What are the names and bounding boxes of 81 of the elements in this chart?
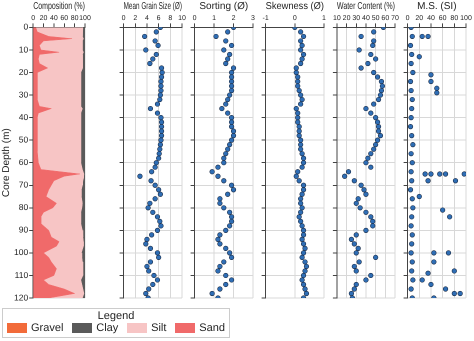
point — [410, 34, 415, 40]
legend-title: Legend — [96, 310, 136, 322]
legend-label: Silt — [151, 322, 166, 334]
point — [428, 78, 434, 84]
y-tick-label: 10 — [18, 44, 28, 54]
x-axis-title: Composition (%) — [33, 0, 86, 12]
point — [452, 178, 458, 184]
point — [408, 286, 414, 292]
point — [408, 78, 414, 84]
point — [440, 207, 446, 213]
point — [409, 268, 414, 274]
point — [431, 250, 436, 256]
point — [462, 171, 466, 177]
y-tick-label: 20 — [18, 66, 28, 77]
point — [416, 194, 422, 200]
x-axis-title: Water Content (%) — [336, 0, 396, 12]
point — [408, 42, 414, 48]
point — [408, 151, 414, 156]
y-tick-label: 0 — [23, 22, 28, 32]
point — [410, 70, 416, 76]
point — [408, 115, 414, 120]
y-tick-label: 30 — [18, 89, 28, 100]
point — [409, 178, 414, 184]
point — [408, 124, 414, 130]
point — [437, 171, 442, 177]
point — [420, 277, 425, 283]
point — [442, 286, 448, 292]
point — [408, 250, 414, 256]
point — [408, 60, 414, 66]
y-tick-label: 70 — [18, 180, 28, 190]
y-tick-label: 80 — [18, 202, 28, 212]
y-tick-label: 50 — [18, 134, 28, 144]
point — [409, 214, 414, 220]
point — [409, 241, 414, 246]
point — [428, 282, 434, 288]
point — [410, 232, 415, 238]
y-tick-label: 90 — [18, 224, 28, 235]
y-tick-label: 40 — [18, 112, 28, 122]
y-tick-label: 100 — [14, 247, 28, 258]
point — [442, 171, 448, 177]
point — [408, 223, 414, 228]
legend-label: Gravel — [31, 322, 64, 334]
y-tick-label: 110 — [14, 270, 28, 280]
legend-label: Sand — [199, 322, 225, 334]
point — [420, 34, 425, 40]
y-axis-title: Core Depth (m) — [0, 128, 12, 198]
point — [409, 106, 414, 112]
point — [428, 171, 434, 177]
point — [447, 214, 452, 220]
point — [410, 96, 415, 102]
point — [409, 133, 414, 138]
point — [458, 290, 463, 296]
point — [452, 290, 457, 296]
y-tick-label: 60 — [18, 157, 28, 168]
point — [425, 270, 431, 276]
point — [446, 250, 452, 256]
point — [408, 88, 414, 94]
point — [431, 259, 436, 265]
point — [425, 178, 431, 184]
point — [410, 160, 415, 166]
y-tick-label: 120 — [14, 292, 28, 302]
point — [416, 54, 422, 60]
point — [452, 268, 457, 274]
point — [434, 90, 440, 96]
x-axis-title: Mean Grain Size (Ø) — [124, 0, 182, 12]
point — [425, 34, 431, 40]
point — [410, 259, 415, 265]
x-axis-title: Sorting (Ø) — [199, 0, 248, 12]
point — [422, 171, 428, 177]
point — [408, 169, 414, 174]
point — [410, 142, 416, 148]
x-axis-title: Skewness (Ø) — [266, 0, 324, 12]
x-axis-title: M.S. (SI) — [417, 0, 457, 12]
point — [428, 72, 434, 78]
point — [410, 205, 416, 210]
point — [410, 196, 415, 202]
point — [409, 52, 414, 58]
point — [434, 86, 440, 91]
point — [410, 277, 416, 283]
legend-label: Clay — [96, 322, 118, 334]
point — [408, 187, 414, 192]
